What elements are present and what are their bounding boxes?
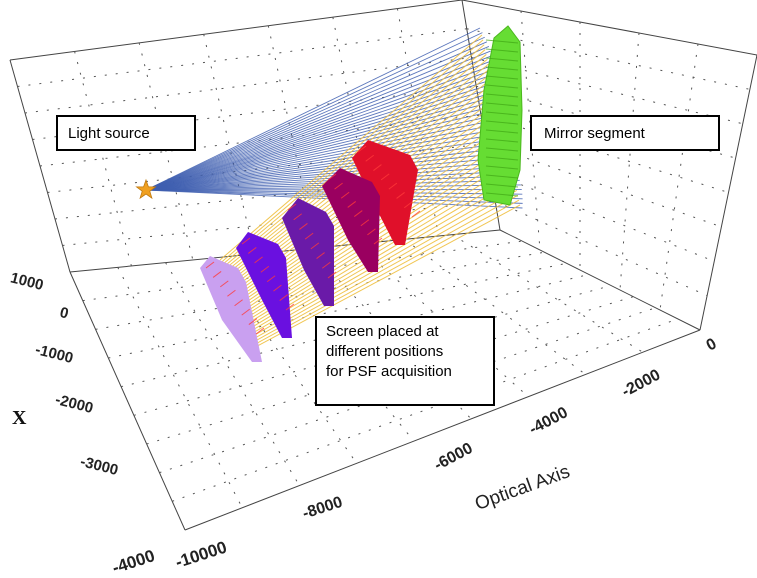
- light-source-star: [137, 180, 156, 198]
- axis-ticks: 1000 0 -1000 -2000 -3000 -4000 -10000 -8…: [9, 269, 720, 573]
- optical-axis-label: Optical Axis: [472, 461, 572, 515]
- incident-ray: [146, 60, 493, 190]
- x-tick-minus1000: -1000: [34, 341, 75, 367]
- right-grid-h-5: [486, 144, 722, 227]
- box-edge-0: [10, 0, 462, 60]
- back-grid-h-2: [25, 58, 472, 114]
- mirror-segment: [478, 26, 522, 205]
- incident-ray: [146, 46, 489, 190]
- light-source-label: Light source: [68, 125, 150, 142]
- x-tick-0: 0: [58, 304, 70, 323]
- incident-ray: [146, 33, 482, 190]
- back-grid-h-1: [18, 29, 467, 87]
- x-tick-minus4000: -4000: [110, 546, 157, 573]
- screen-callout-line-3: for PSF acquisition: [326, 362, 493, 382]
- optical-tick-minus2000: -2000: [619, 366, 663, 400]
- optical-tick-0: 0: [704, 335, 720, 354]
- x-tick-1000: 1000: [9, 269, 45, 294]
- box-edge-6: [500, 230, 700, 330]
- x-tick-minus2000: -2000: [54, 391, 95, 417]
- x-tick-minus3000: -3000: [79, 453, 120, 479]
- screen-callout-line-1: Screen placed at: [326, 322, 493, 342]
- optical-tick-minus6000: -6000: [432, 440, 476, 474]
- back-grid-v-2: [139, 43, 193, 260]
- optical-tick-minus4000: -4000: [527, 404, 571, 438]
- x-axis-label: X: [12, 407, 27, 429]
- mirror-segment-label: Mirror segment: [544, 125, 645, 142]
- light-source-icon: [137, 180, 156, 198]
- right-grid-h-6: [491, 173, 715, 262]
- screen-positions-callout: Screen placed at different positions for…: [315, 316, 495, 406]
- light-source-callout: Light source: [56, 115, 196, 151]
- optical-tick-minus8000: -8000: [301, 494, 345, 523]
- right-grid-v-4: [660, 44, 698, 310]
- back-grid-v-1: [75, 51, 132, 266]
- right-grid-h-7: [495, 201, 707, 295]
- screen-callout-line-2: different positions: [326, 342, 493, 362]
- mirror-segment-callout: Mirror segment: [530, 115, 720, 151]
- optical-tick-minus10000: -10000: [173, 538, 229, 572]
